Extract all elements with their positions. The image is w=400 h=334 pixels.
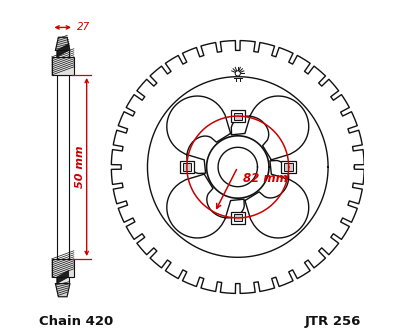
Bar [234,113,242,120]
Bar [183,163,191,171]
Bar [230,110,245,122]
Bar [52,259,74,277]
Text: JTR 256: JTR 256 [304,315,361,328]
Bar [230,212,245,224]
Bar [57,75,69,259]
Polygon shape [111,40,364,294]
Polygon shape [56,284,70,297]
Bar [234,214,242,221]
Text: 50 mm: 50 mm [75,146,85,188]
Polygon shape [245,161,309,238]
Polygon shape [56,37,70,50]
Polygon shape [167,174,244,238]
Bar [284,163,293,171]
Bar [180,161,194,173]
Text: 82 mm: 82 mm [243,172,288,185]
Polygon shape [167,96,231,173]
Bar [57,50,69,57]
Text: 27: 27 [76,22,90,32]
Bar [52,57,74,75]
Text: Chain 420: Chain 420 [39,315,113,328]
Polygon shape [231,96,309,160]
Bar [282,161,296,173]
Bar [57,277,69,284]
